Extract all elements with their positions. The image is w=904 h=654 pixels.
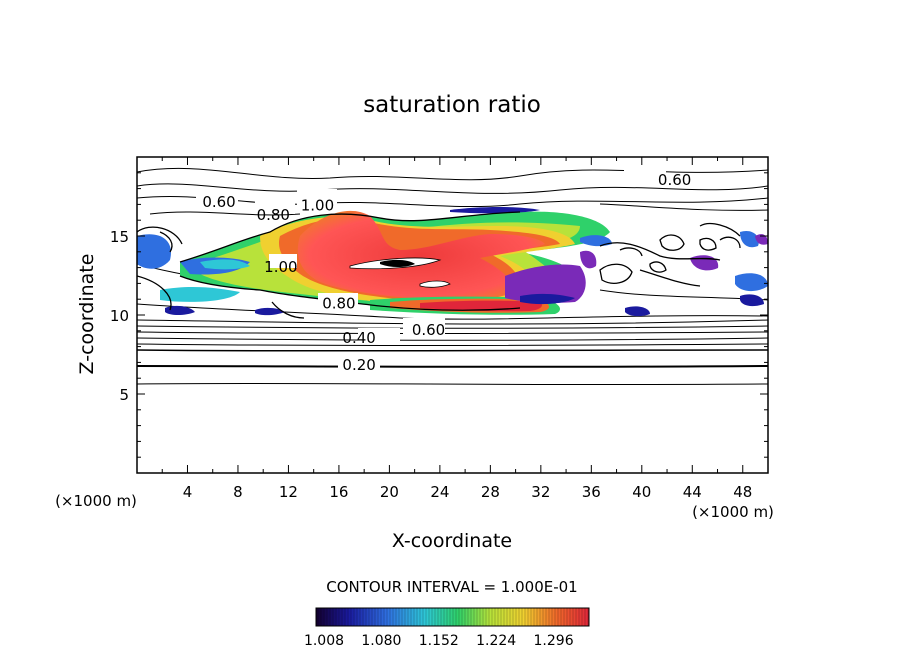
x-tick-label: 24 [430, 483, 449, 501]
colorbar-tick-labels: 1.008 1.080 1.152 1.224 1.296 [304, 633, 574, 649]
y-tick-label: 5 [119, 386, 129, 404]
colorbar-tick-label: 1.008 [304, 633, 344, 649]
x-axis-title: X-coordinate [392, 530, 512, 552]
plot-area: 0.60 0.80 1.00 0.60 1.00 0.80 0.40 0.60 0.20 [137, 167, 768, 386]
x-tick-label: 4 [183, 483, 193, 501]
y-tick-label: 10 [110, 307, 129, 325]
x-tick-label: 16 [329, 483, 348, 501]
x-tick-label: 40 [632, 483, 651, 501]
x-tick-label: 28 [481, 483, 500, 501]
y-tick-label: 15 [110, 228, 129, 246]
colorbar-tick-label: 1.152 [419, 633, 459, 649]
colorbar-tick-label: 1.296 [534, 633, 574, 649]
x-tick-label: 36 [582, 483, 601, 501]
contour-label: 0.80 [257, 206, 290, 224]
contour-label: 0.40 [342, 329, 375, 347]
z-unit-label: (×1000 m) [55, 492, 137, 510]
colorbar-tick-label: 1.080 [361, 633, 401, 649]
contour-label: 0.60 [658, 171, 691, 189]
contour-label: 1.00 [264, 258, 297, 276]
lower-contour-lines [137, 319, 768, 386]
x-unit-label: (×1000 m) [692, 503, 774, 521]
y-axis-ticks: 5 10 15 [110, 172, 768, 458]
colorbar [315, 607, 590, 627]
x-tick-label: 48 [733, 483, 752, 501]
colorbar-tick-label: 1.224 [476, 633, 516, 649]
contour-labels: 0.60 0.80 1.00 0.60 1.00 0.80 0.40 0.60 0.20 [202, 171, 691, 374]
x-tick-label: 20 [380, 483, 399, 501]
x-axis-ticks: 4 8 12 16 20 24 28 32 36 40 44 48 [161, 157, 752, 501]
y-axis-title: Z-coordinate [76, 254, 98, 375]
contour-interval-label: CONTOUR INTERVAL = 1.000E-01 [326, 578, 577, 596]
x-tick-label: 8 [233, 483, 243, 501]
colorbar-stripes [317, 608, 589, 626]
x-tick-label: 44 [683, 483, 702, 501]
contour-label: 1.00 [301, 196, 334, 214]
chart-title: saturation ratio [363, 92, 541, 118]
contour-label: 0.20 [342, 356, 375, 374]
supersaturation-fill [137, 207, 768, 317]
contour-label: 0.60 [202, 193, 235, 211]
x-tick-label: 12 [279, 483, 298, 501]
x-tick-label: 32 [531, 483, 550, 501]
region-outline-contours [137, 211, 741, 319]
contour-label: 0.80 [322, 294, 355, 312]
contour-label-knockouts [196, 169, 666, 369]
contour-label: 0.60 [412, 321, 445, 339]
